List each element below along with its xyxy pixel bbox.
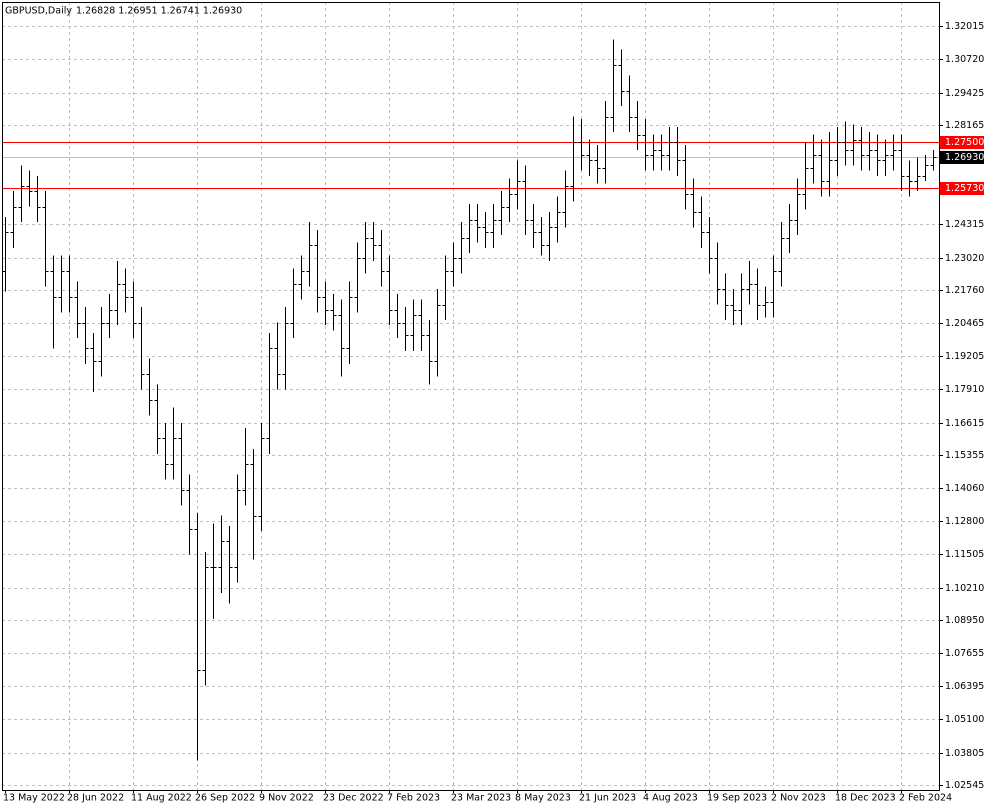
bars <box>2 39 937 761</box>
price-axis: 1.32015 1.30720 1.29425 1.28165 1.24315 1.230… <box>939 21 984 791</box>
x-tick-label: 23 Mar 2023 <box>451 793 511 804</box>
y-tick-label: 1.14060 <box>945 483 984 494</box>
x-tick-label: 8 May 2023 <box>515 793 571 804</box>
x-tick-label: 26 Sep 2022 <box>195 793 255 804</box>
symbol-title: GBPUSD,Daily <box>5 6 72 17</box>
levels <box>2 142 939 189</box>
x-tick-label: 2 Nov 2023 <box>771 793 826 804</box>
current-price-label-box <box>940 151 984 164</box>
y-tick-label: 1.06395 <box>945 681 984 692</box>
grid <box>2 2 939 790</box>
level-label-box <box>940 182 984 195</box>
level-label: 1.25730 <box>945 183 984 194</box>
y-tick-label: 1.02545 <box>945 780 984 791</box>
time-axis: 13 May 2022 28 Jun 2022 11 Aug 2022 26 Sep … <box>3 790 952 804</box>
y-tick-label: 1.29425 <box>945 88 984 99</box>
x-tick-label: 13 May 2022 <box>3 793 65 804</box>
y-tick-label: 1.21760 <box>945 285 984 296</box>
x-tick-label: 19 Sep 2023 <box>707 793 767 804</box>
y-tick-label: 1.11505 <box>945 549 984 560</box>
x-tick-label: 2 Feb 2024 <box>899 793 952 804</box>
y-tick-label: 1.19205 <box>945 351 984 362</box>
y-tick-label: 1.10210 <box>945 583 984 594</box>
x-tick-label: 28 Jun 2022 <box>67 793 124 804</box>
x-tick-label: 21 Jun 2023 <box>579 793 636 804</box>
y-tick-label: 1.05100 <box>945 714 984 725</box>
y-tick-label: 1.08950 <box>945 615 984 626</box>
x-tick-label: 7 Feb 2023 <box>387 793 440 804</box>
y-tick-label: 1.20465 <box>945 318 984 329</box>
level-label: 1.27500 <box>945 137 984 148</box>
y-tick-label: 1.24315 <box>945 219 984 230</box>
x-tick-label: 4 Aug 2023 <box>643 793 698 804</box>
y-tick-label: 1.07655 <box>945 648 984 659</box>
y-tick-label: 1.17910 <box>945 384 984 395</box>
plot-frame <box>2 2 940 791</box>
y-tick-label: 1.16615 <box>945 418 984 429</box>
x-tick-label: 11 Aug 2022 <box>131 793 192 804</box>
y-tick-label: 1.15355 <box>945 450 984 461</box>
y-tick-label: 1.28165 <box>945 120 984 131</box>
y-tick-label: 1.12800 <box>945 516 984 527</box>
ohlc-readout: 1.26828 1.26951 1.26741 1.26930 <box>76 6 242 17</box>
x-tick-label: 9 Nov 2022 <box>259 793 314 804</box>
y-tick-label: 1.30720 <box>945 54 984 65</box>
y-tick-label: 1.03805 <box>945 748 984 759</box>
level-label-box <box>940 136 984 149</box>
x-tick-label: 23 Dec 2022 <box>323 793 384 804</box>
y-tick-label: 1.23020 <box>945 253 984 264</box>
y-tick-label: 1.32015 <box>945 21 984 32</box>
current-price-label: 1.26930 <box>945 152 984 163</box>
x-tick-label: 18 Dec 2023 <box>835 793 896 804</box>
